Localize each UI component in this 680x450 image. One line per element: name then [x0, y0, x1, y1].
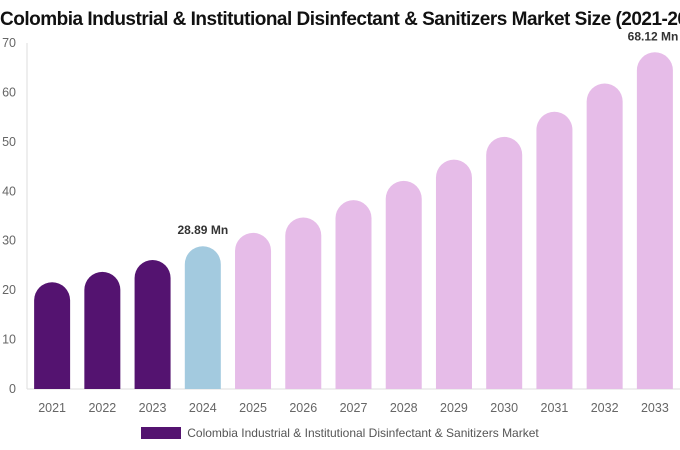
data-label: 28.89 Mn	[177, 223, 228, 237]
bar-2027	[335, 200, 372, 389]
x-tick-label: 2022	[88, 401, 116, 415]
y-tick-label: 10	[2, 333, 16, 347]
bar-2028	[385, 180, 422, 389]
y-tick-label: 20	[2, 283, 16, 297]
bar-2021	[34, 282, 71, 389]
y-tick-label: 60	[2, 85, 16, 99]
legend-swatch	[141, 427, 182, 439]
x-tick-label: 2026	[289, 401, 317, 415]
legend-label: Colombia Industrial & Institutional Disi…	[187, 426, 539, 440]
x-tick-label: 2024	[189, 401, 217, 415]
x-tick-label: 2033	[641, 401, 669, 415]
y-tick-label: 70	[2, 36, 16, 50]
chart-title: Colombia Industrial & Institutional Disi…	[0, 9, 680, 30]
y-tick-label: 0	[9, 382, 16, 396]
bar-2024	[184, 246, 221, 389]
x-tick-label: 2029	[440, 401, 468, 415]
bar-2031	[536, 111, 573, 389]
bar-2022	[84, 271, 121, 389]
x-tick-label: 2030	[490, 401, 518, 415]
legend: Colombia Industrial & Institutional Disi…	[0, 426, 680, 440]
x-tick-label: 2025	[239, 401, 267, 415]
y-tick-label: 50	[2, 135, 16, 149]
y-tick-label: 40	[2, 184, 16, 198]
x-tick-label: 2031	[541, 401, 569, 415]
bar-2023	[134, 259, 171, 389]
x-tick-label: 2027	[340, 401, 368, 415]
x-tick-label: 2023	[139, 401, 167, 415]
y-tick-label: 30	[2, 234, 16, 248]
bar-2025	[235, 232, 272, 389]
bar-2030	[486, 136, 523, 389]
bar-2026	[285, 217, 322, 389]
x-tick-label: 2028	[390, 401, 418, 415]
bar-2032	[586, 83, 623, 389]
data-label: 68.12 Mn	[628, 29, 679, 43]
x-tick-label: 2032	[591, 401, 619, 415]
bar-2033	[636, 52, 673, 390]
bar-2029	[435, 159, 472, 389]
x-tick-label: 2021	[38, 401, 66, 415]
